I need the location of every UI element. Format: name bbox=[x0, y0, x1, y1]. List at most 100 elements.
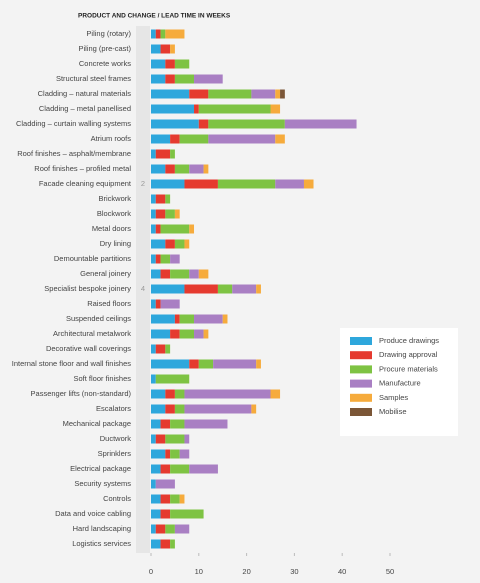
bar-segment bbox=[184, 389, 271, 399]
x-tick-label: 0 bbox=[149, 567, 153, 576]
bar-segment bbox=[170, 134, 180, 144]
bar-segment bbox=[151, 434, 156, 444]
bar-segment bbox=[275, 179, 304, 189]
bar-segment bbox=[165, 194, 171, 204]
chart-title: PRODUCT AND CHANGE / LEAD TIME IN WEEKS bbox=[78, 13, 231, 20]
bar-segment bbox=[151, 374, 156, 384]
bar-segment bbox=[160, 494, 171, 504]
legend-swatch bbox=[350, 393, 372, 402]
bar-segment bbox=[198, 119, 209, 129]
bar-segment bbox=[151, 509, 161, 519]
y-tick-label: Escalators bbox=[96, 404, 131, 413]
bar-segment bbox=[151, 449, 166, 459]
bar-segment bbox=[160, 269, 171, 279]
bar-segment bbox=[151, 179, 185, 189]
y-tick-label: Piling (pre-cast) bbox=[78, 44, 131, 53]
y-tick-label: Logistics services bbox=[72, 539, 131, 548]
bar-segment bbox=[184, 419, 228, 429]
bar-segment bbox=[155, 374, 190, 384]
bar-segment bbox=[155, 224, 161, 234]
x-tick-label: 40 bbox=[338, 567, 346, 576]
y-tick-label: Ductwork bbox=[100, 434, 132, 443]
bar-segment bbox=[198, 104, 271, 114]
bar-segment bbox=[165, 389, 175, 399]
bar-segment bbox=[151, 284, 185, 294]
legend-label: Procure materials bbox=[379, 364, 438, 373]
bar-segment bbox=[170, 269, 190, 279]
bar-segment bbox=[184, 404, 252, 414]
bar-segment bbox=[208, 119, 285, 129]
y-tick-label: Hard landscaping bbox=[73, 524, 131, 533]
bar-segment bbox=[151, 419, 161, 429]
bar-segment bbox=[165, 404, 175, 414]
y-tick-label: Cladding – natural materials bbox=[38, 89, 132, 98]
bar-segment bbox=[184, 179, 218, 189]
bar-segment bbox=[165, 74, 175, 84]
bar-segment bbox=[151, 149, 156, 159]
bar-segment bbox=[189, 269, 199, 279]
bar-segment bbox=[170, 44, 175, 54]
bar-segment bbox=[194, 74, 223, 84]
y-tick-label: Concrete works bbox=[79, 59, 131, 68]
bar-segment bbox=[256, 284, 261, 294]
bar-segment bbox=[160, 464, 171, 474]
bar-segment bbox=[160, 539, 171, 549]
y-tick-label: Metal doors bbox=[92, 224, 131, 233]
legend-label: Samples bbox=[379, 393, 408, 402]
x-tick-label: 50 bbox=[386, 567, 394, 576]
y-tick-label: Decorative wall coverings bbox=[46, 344, 131, 353]
bar-segment bbox=[208, 89, 252, 99]
bar-segment bbox=[165, 434, 185, 444]
legend-swatch bbox=[350, 408, 372, 416]
bar-segment bbox=[275, 89, 281, 99]
bar-segment bbox=[184, 239, 190, 249]
bar-segment bbox=[179, 494, 185, 504]
legend-swatch bbox=[350, 351, 372, 360]
legend-label: Produce drawings bbox=[379, 336, 439, 345]
bar-segment bbox=[203, 329, 209, 339]
bar-segment bbox=[151, 344, 156, 354]
bar-segment bbox=[198, 269, 209, 279]
bar-segment bbox=[189, 224, 195, 234]
bar-segment bbox=[170, 464, 190, 474]
bar-segment bbox=[151, 329, 171, 339]
legend-label: Drawing approval bbox=[379, 350, 438, 359]
bar-segment bbox=[174, 389, 185, 399]
bar-segment bbox=[203, 164, 209, 174]
y-tick-label: General joinery bbox=[80, 269, 131, 278]
bar-segment bbox=[179, 314, 195, 324]
bar-segment bbox=[151, 44, 161, 54]
y-tick-label: Facade cleaning equipment bbox=[39, 179, 132, 188]
bar-segment bbox=[151, 134, 171, 144]
bar-segment bbox=[151, 59, 166, 69]
bar-segment bbox=[174, 404, 185, 414]
bar-segment bbox=[174, 209, 180, 219]
y-tick-label: Demountable partitions bbox=[54, 254, 131, 263]
bar-segment bbox=[303, 179, 314, 189]
legend-swatch bbox=[350, 365, 372, 374]
bar-segment bbox=[165, 449, 171, 459]
bar-segment bbox=[198, 359, 214, 369]
bar-segment bbox=[251, 89, 276, 99]
y-tick-label: Roof finishes – profiled metal bbox=[34, 164, 131, 173]
bar-segment bbox=[160, 254, 171, 264]
x-tick-label: 30 bbox=[290, 567, 298, 576]
bar-segment bbox=[270, 389, 281, 399]
bar-segment bbox=[174, 74, 195, 84]
bar-segment bbox=[151, 464, 161, 474]
bar-segment bbox=[165, 239, 175, 249]
bar-segment bbox=[189, 464, 218, 474]
bar-segment bbox=[284, 119, 357, 129]
bar-segment bbox=[160, 419, 171, 429]
bar-segment bbox=[160, 224, 190, 234]
x-tick-label: 20 bbox=[242, 567, 250, 576]
axis-band bbox=[136, 26, 150, 553]
bar-segment bbox=[151, 269, 161, 279]
bar-segment bbox=[170, 539, 175, 549]
y-tick-label: Roof finishes – asphalt/membrane bbox=[17, 149, 131, 158]
bar-segment bbox=[160, 29, 166, 39]
bar-segment bbox=[151, 209, 156, 219]
bar-segment bbox=[151, 194, 156, 204]
